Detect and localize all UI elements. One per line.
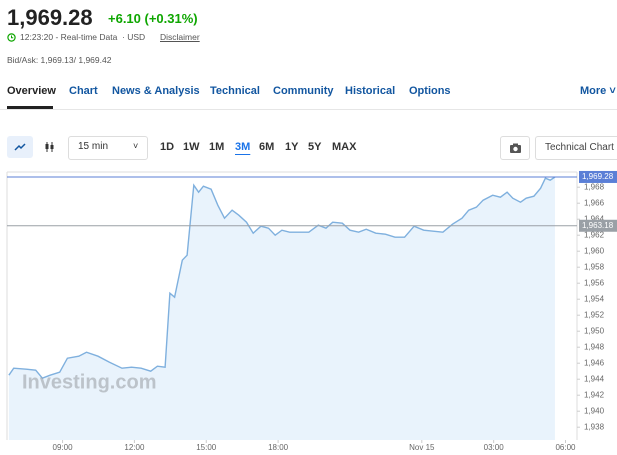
- nav-tab[interactable]: Overview: [7, 85, 56, 97]
- line-icon: [14, 143, 26, 151]
- y-tick-label: 1,954: [584, 294, 605, 303]
- active-tab-underline: [7, 106, 53, 109]
- watermark: Investing.com: [22, 371, 156, 393]
- y-tick-label: 1,938: [584, 422, 605, 431]
- y-tick-label: 1,958: [584, 262, 605, 271]
- price: 1,969.28: [7, 5, 93, 30]
- y-tick-label: 1,960: [584, 246, 605, 255]
- timestamp: 12:23:20 - Real-time Data: [20, 32, 118, 42]
- interval-label: 15 min: [78, 141, 109, 152]
- dropdown-arrow: ˅: [133, 141, 139, 151]
- technical-chart-label: Technical Chart: [545, 142, 614, 153]
- y-tick-label: 1,956: [584, 278, 605, 287]
- y-tick-label: 1,942: [584, 390, 605, 399]
- y-tick-label: 1,950: [584, 326, 605, 335]
- range-button[interactable]: MAX: [332, 141, 357, 153]
- range-button[interactable]: 6M: [259, 141, 275, 153]
- more-label: More: [580, 85, 607, 97]
- x-tick-label: 12:00: [124, 443, 145, 452]
- x-tick-label: Nov 15: [409, 443, 435, 452]
- range-button[interactable]: 3M: [235, 141, 251, 153]
- nav-divider: [0, 109, 617, 110]
- prev-close-line-tag: [579, 219, 617, 232]
- range-button[interactable]: 5Y: [308, 141, 322, 153]
- x-tick-label: 09:00: [53, 443, 74, 452]
- area: [8, 177, 555, 440]
- y-tick-label: 1,948: [584, 342, 605, 351]
- camera-icon: [510, 143, 521, 153]
- more-tab[interactable]: More ˅: [580, 85, 616, 97]
- nav-tab[interactable]: Options: [409, 85, 451, 97]
- y-tick-label: 1,946: [584, 358, 605, 367]
- range-button[interactable]: 1Y: [285, 141, 299, 153]
- nav-tab[interactable]: News & Analysis: [112, 85, 200, 97]
- y-tick-label: 1,940: [584, 406, 605, 415]
- bid-ask: Bid/Ask: 1,969.13/ 1,969.42: [7, 55, 112, 65]
- y-tick-label: 1,966: [584, 198, 605, 207]
- candle-chart-button[interactable]: [37, 136, 63, 158]
- nav-tab[interactable]: Historical: [345, 85, 396, 97]
- screenshot-button[interactable]: [500, 136, 530, 160]
- x-tick-label: 06:00: [555, 443, 576, 452]
- x-tick-label: 18:00: [268, 443, 289, 452]
- range-button[interactable]: 1W: [183, 141, 200, 153]
- current-price-line-tag: [579, 170, 617, 183]
- price-line: [8, 176, 556, 380]
- range-button[interactable]: 1M: [209, 141, 225, 153]
- interval-dropdown[interactable]: 15 min ˅: [68, 136, 148, 160]
- price-change: +6.10 (+0.31%): [108, 11, 198, 26]
- technical-chart-button[interactable]: Technical Chart: [535, 136, 617, 160]
- x-tick-label: 15:00: [196, 443, 217, 452]
- y-tick-label: 1,968: [584, 182, 605, 191]
- y-tick-label: 1,952: [584, 310, 605, 319]
- clock-icon: [7, 33, 16, 42]
- x-tick-label: 03:00: [484, 443, 505, 452]
- line-chart-button[interactable]: [7, 136, 33, 158]
- disclaimer-link[interactable]: Disclaimer: [160, 32, 200, 42]
- nav-tab[interactable]: Technical: [210, 85, 260, 97]
- candle-icon: [45, 142, 54, 152]
- nav-tab[interactable]: Community: [273, 85, 334, 97]
- y-tick-label: 1,964: [584, 214, 605, 223]
- nav-tab[interactable]: Chart: [69, 85, 98, 97]
- range-button[interactable]: 1D: [160, 141, 175, 153]
- currency: · USD: [122, 32, 146, 42]
- current-price-line-label: 1,969.28: [582, 172, 614, 181]
- y-tick-label: 1,962: [584, 230, 605, 239]
- prev-close-line-label: 1,963.18: [582, 221, 614, 230]
- y-tick-label: 1,944: [584, 374, 605, 383]
